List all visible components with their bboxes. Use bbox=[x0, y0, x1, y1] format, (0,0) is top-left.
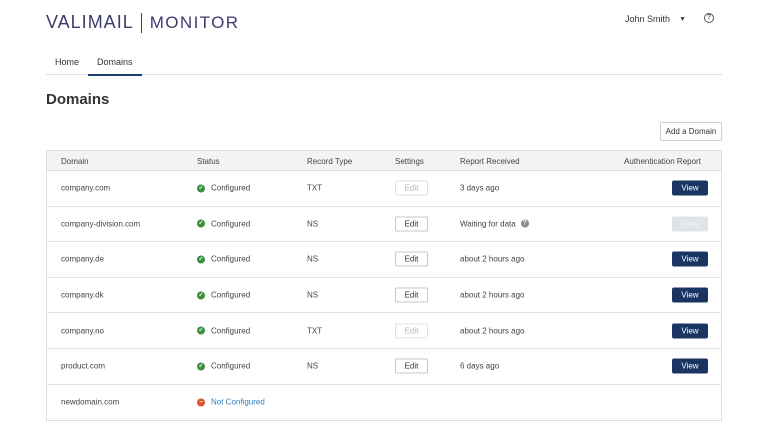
edit-button[interactable]: Edit bbox=[395, 251, 428, 267]
status-cell: – Not Configured bbox=[197, 398, 265, 407]
domain-name: company.no bbox=[61, 326, 104, 336]
column-header-settings: Settings bbox=[395, 157, 424, 166]
status-text: Configured bbox=[211, 183, 251, 193]
record-type: NS bbox=[307, 254, 319, 264]
view-report-button[interactable]: View bbox=[672, 323, 708, 339]
report-received-cell: Waiting for data ? bbox=[460, 219, 529, 228]
add-domain-button[interactable]: Add a Domain bbox=[660, 122, 722, 141]
check-circle-icon: ✓ bbox=[197, 255, 205, 264]
check-circle-icon: ✓ bbox=[197, 219, 205, 228]
check-circle-icon: ✓ bbox=[197, 362, 205, 371]
table-header: Domain Status Record Type Settings Repor… bbox=[47, 151, 721, 171]
brand-logo[interactable]: VALIMAIL MONITOR bbox=[46, 12, 239, 33]
status-cell: ✓ Configured bbox=[197, 255, 250, 264]
view-report-button[interactable]: View bbox=[672, 287, 708, 303]
status-cell: ✓ Configured bbox=[197, 362, 250, 371]
view-report-button[interactable]: View bbox=[672, 180, 708, 196]
record-type: TXT bbox=[307, 326, 323, 336]
settings-cell: Edit bbox=[395, 180, 428, 196]
tab-label: Home bbox=[55, 57, 80, 67]
settings-cell: Edit bbox=[395, 287, 428, 303]
column-header-auth-report: Authentication Report bbox=[624, 157, 701, 166]
settings-cell: Edit bbox=[395, 358, 428, 374]
caret-down-icon: ▼ bbox=[679, 15, 686, 23]
status-cell: ✓ Configured bbox=[197, 326, 250, 335]
table-row: product.com ✓ Configured NS Edit 6 days … bbox=[47, 349, 721, 385]
view-report-button: View bbox=[672, 216, 708, 232]
table-row: newdomain.com – Not Configured bbox=[47, 385, 721, 421]
check-circle-icon: ✓ bbox=[197, 291, 205, 300]
record-type: NS bbox=[307, 290, 319, 300]
minus-circle-icon: – bbox=[197, 398, 205, 407]
report-received: about 2 hours ago bbox=[460, 254, 525, 264]
status-text: Configured bbox=[211, 219, 251, 229]
help-circle-icon[interactable]: ? bbox=[704, 13, 714, 23]
domain-name: company.de bbox=[61, 254, 104, 264]
table-row: company.dk ✓ Configured NS Edit about 2 … bbox=[47, 278, 721, 314]
app-header: VALIMAIL MONITOR John Smith ▼ ? bbox=[46, 10, 722, 36]
domain-name: product.com bbox=[61, 361, 106, 371]
page-title: Domains bbox=[46, 91, 110, 108]
record-type: NS bbox=[307, 219, 319, 229]
status-text: Configured bbox=[211, 326, 251, 336]
configure-domain-link[interactable]: Not Configured bbox=[211, 397, 265, 407]
tab-label: Domains bbox=[97, 57, 133, 67]
edit-button[interactable]: Edit bbox=[395, 287, 428, 303]
check-circle-icon: ✓ bbox=[197, 326, 205, 335]
edit-button[interactable]: Edit bbox=[395, 216, 428, 232]
domain-name: company.com bbox=[61, 183, 111, 193]
brand-name: VALIMAIL bbox=[46, 12, 134, 32]
edit-button: Edit bbox=[395, 180, 428, 196]
main-nav: Home Domains bbox=[46, 54, 722, 76]
tab-home[interactable]: Home bbox=[46, 54, 88, 75]
report-received: about 2 hours ago bbox=[460, 326, 525, 336]
column-header-report-received[interactable]: Report Received bbox=[460, 157, 520, 166]
brand-divider bbox=[140, 12, 142, 33]
edit-button: Edit bbox=[395, 323, 428, 339]
user-name: John Smith bbox=[625, 14, 671, 24]
status-cell: ✓ Configured bbox=[197, 219, 250, 228]
column-header-record-type[interactable]: Record Type bbox=[307, 157, 353, 166]
table-row: company.de ✓ Configured NS Edit about 2 … bbox=[47, 242, 721, 278]
table-row: company.com ✓ Configured TXT Edit 3 days… bbox=[47, 171, 721, 207]
view-report-button[interactable]: View bbox=[672, 251, 708, 267]
domain-name: company-division.com bbox=[61, 219, 141, 229]
edit-button[interactable]: Edit bbox=[395, 358, 428, 374]
user-menu[interactable]: John Smith ▼ bbox=[625, 14, 686, 24]
domain-name: newdomain.com bbox=[61, 397, 120, 407]
status-text: Configured bbox=[211, 290, 251, 300]
product-name: MONITOR bbox=[149, 12, 240, 32]
status-cell: ✓ Configured bbox=[197, 184, 250, 193]
report-received: 6 days ago bbox=[460, 361, 500, 371]
column-header-domain[interactable]: Domain bbox=[61, 157, 89, 166]
report-received: 3 days ago bbox=[460, 183, 500, 193]
help-circle-icon[interactable]: ? bbox=[520, 219, 529, 228]
domain-name: company.dk bbox=[61, 290, 104, 300]
status-text: Configured bbox=[211, 254, 251, 264]
settings-cell: Edit bbox=[395, 323, 428, 339]
status-cell: ✓ Configured bbox=[197, 291, 250, 300]
report-received: Waiting for data bbox=[460, 219, 516, 229]
table-row: company-division.com ✓ Configured NS Edi… bbox=[47, 207, 721, 243]
status-text: Configured bbox=[211, 361, 251, 371]
tab-domains[interactable]: Domains bbox=[88, 54, 142, 76]
report-received: about 2 hours ago bbox=[460, 290, 525, 300]
record-type: NS bbox=[307, 361, 319, 371]
settings-cell: Edit bbox=[395, 216, 428, 232]
record-type: TXT bbox=[307, 183, 323, 193]
view-report-button[interactable]: View bbox=[672, 358, 708, 374]
settings-cell: Edit bbox=[395, 251, 428, 267]
table-row: company.no ✓ Configured TXT Edit about 2… bbox=[47, 313, 721, 349]
column-header-status[interactable]: Status bbox=[197, 157, 220, 166]
domains-table: Domain Status Record Type Settings Repor… bbox=[46, 150, 722, 422]
check-circle-icon: ✓ bbox=[197, 184, 205, 193]
